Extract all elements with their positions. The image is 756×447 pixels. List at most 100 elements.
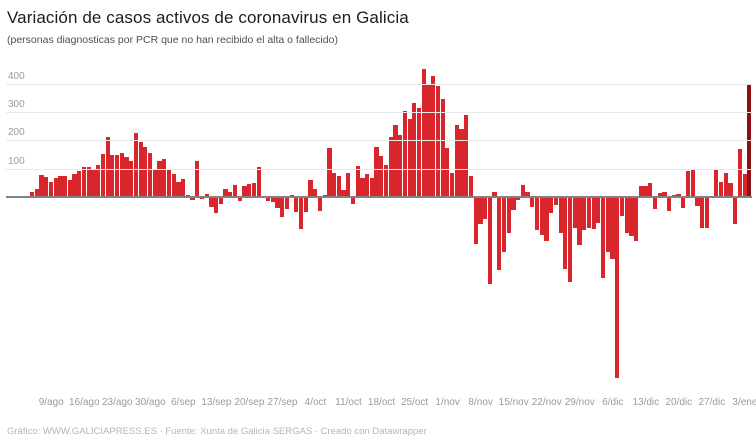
bar-7/oct[interactable] <box>327 147 332 197</box>
bar-13/sep[interactable] <box>214 196 219 214</box>
bar-9/oct[interactable] <box>336 175 341 197</box>
bar-19/dic[interactable] <box>671 195 676 197</box>
bar-1/dic[interactable] <box>586 196 592 228</box>
bar-7/nov[interactable] <box>473 196 478 245</box>
bar-8/sep[interactable] <box>190 196 195 201</box>
bar-24/ago[interactable] <box>119 152 124 197</box>
bar-21/nov[interactable] <box>539 196 544 236</box>
bar-3/dic[interactable] <box>596 196 601 223</box>
bar-19/ago[interactable] <box>96 164 101 197</box>
bar-18/ago[interactable] <box>91 168 96 197</box>
bar-2/nov[interactable] <box>449 173 455 197</box>
bar-10/ago[interactable] <box>53 178 58 197</box>
bar-24/sep[interactable] <box>265 196 271 201</box>
bar-2/sep[interactable] <box>162 159 167 197</box>
bar-4/dic[interactable] <box>600 196 606 278</box>
bar-14/oct[interactable] <box>360 177 365 197</box>
bar-5/dic[interactable] <box>605 196 610 253</box>
bar-21/oct[interactable] <box>393 125 398 197</box>
bar-29/sep[interactable] <box>289 194 294 197</box>
bar-19/sep[interactable] <box>242 185 247 197</box>
bar-17/nov[interactable] <box>520 185 525 197</box>
bar-22/nov[interactable] <box>544 196 549 241</box>
bar-14/nov[interactable] <box>506 196 511 233</box>
bar-24/oct[interactable] <box>407 119 412 197</box>
bar-4/sep[interactable] <box>171 173 176 197</box>
bar-30/nov[interactable] <box>582 196 587 230</box>
bar-15/oct[interactable] <box>365 174 370 197</box>
bar-29/oct[interactable] <box>431 75 436 197</box>
bar-5/nov[interactable] <box>464 114 469 197</box>
bar-11/oct[interactable] <box>346 172 351 197</box>
bar-20/oct[interactable] <box>388 136 393 197</box>
bar-16/ago[interactable] <box>81 166 87 197</box>
bar-14/ago[interactable] <box>72 173 77 197</box>
bar-26/dic[interactable] <box>704 196 710 228</box>
bar-25/oct[interactable] <box>412 102 417 197</box>
bar-16/nov[interactable] <box>516 196 521 200</box>
bar-17/oct[interactable] <box>374 147 379 197</box>
bar-7/ago[interactable] <box>39 175 44 197</box>
bar-11/ago[interactable] <box>58 175 63 197</box>
bar-19/oct[interactable] <box>383 165 389 197</box>
bar-27/oct[interactable] <box>421 69 426 197</box>
bar-31/dic[interactable] <box>728 183 733 197</box>
bar-14/dic[interactable] <box>648 182 653 197</box>
bar-8/nov[interactable] <box>478 196 483 225</box>
bar-3/nov[interactable] <box>454 124 459 197</box>
bar-26/sep[interactable] <box>275 196 280 208</box>
bar-17/dic[interactable] <box>662 191 667 197</box>
bar-15/nov[interactable] <box>511 196 516 211</box>
bar-25/ago[interactable] <box>124 156 129 197</box>
bar-31/oct[interactable] <box>440 99 445 197</box>
bar-8/oct[interactable] <box>332 172 337 197</box>
bar-5/oct[interactable] <box>317 196 323 211</box>
bar-12/oct[interactable] <box>350 196 356 205</box>
bar-24/dic[interactable] <box>695 196 700 206</box>
bar-20/ago[interactable] <box>100 153 105 197</box>
bar-23/nov[interactable] <box>549 196 554 213</box>
bar-13/nov[interactable] <box>501 196 507 252</box>
bar-15/ago[interactable] <box>77 170 82 197</box>
bar-6/nov[interactable] <box>468 175 474 197</box>
bar-15/dic[interactable] <box>652 196 658 210</box>
bar-8/ago[interactable] <box>44 177 49 197</box>
bar-18/dic[interactable] <box>667 196 672 211</box>
bar-29/ago[interactable] <box>143 147 148 197</box>
bar-26/oct[interactable] <box>416 107 422 197</box>
bar-12/nov[interactable] <box>497 196 502 271</box>
bar-6/sep[interactable] <box>181 179 186 197</box>
bar-28/dic[interactable] <box>714 169 719 197</box>
bar-10/sep[interactable] <box>199 196 205 200</box>
bar-9/nov[interactable] <box>483 196 488 220</box>
bar-9/ago[interactable] <box>48 182 54 197</box>
bar-26/ago[interactable] <box>129 161 134 197</box>
bar-16/dic[interactable] <box>657 192 662 197</box>
bar-17/ago[interactable] <box>86 166 91 197</box>
bar-24/nov[interactable] <box>553 196 559 205</box>
bar-1/sep[interactable] <box>157 161 162 197</box>
bar-28/sep[interactable] <box>284 196 290 210</box>
bar-30/sep[interactable] <box>294 196 299 213</box>
bar-25/sep[interactable] <box>270 196 275 203</box>
bar-23/oct[interactable] <box>402 111 408 197</box>
bar-9/dic[interactable] <box>624 196 629 233</box>
bar-20/sep[interactable] <box>247 183 252 197</box>
bar-2/dic[interactable] <box>591 196 596 230</box>
bar-2/oct[interactable] <box>303 196 308 212</box>
bar-18/nov[interactable] <box>525 192 530 197</box>
bar-12/dic[interactable] <box>638 185 643 197</box>
bar-23/ago[interactable] <box>114 154 120 197</box>
bar-20/nov[interactable] <box>534 196 540 230</box>
bar-16/oct[interactable] <box>369 178 374 197</box>
bar-11/dic[interactable] <box>634 196 639 241</box>
bar-2/ene[interactable] <box>737 148 743 197</box>
bar-1/nov[interactable] <box>445 147 450 197</box>
bar-3/oct[interactable] <box>308 180 313 197</box>
bar-4/oct[interactable] <box>313 188 318 197</box>
bar-13/dic[interactable] <box>643 185 648 197</box>
bar-28/nov[interactable] <box>572 196 577 229</box>
bar-8/dic[interactable] <box>619 196 625 216</box>
bar-11/nov[interactable] <box>492 191 497 197</box>
bar-6/dic[interactable] <box>610 196 615 260</box>
